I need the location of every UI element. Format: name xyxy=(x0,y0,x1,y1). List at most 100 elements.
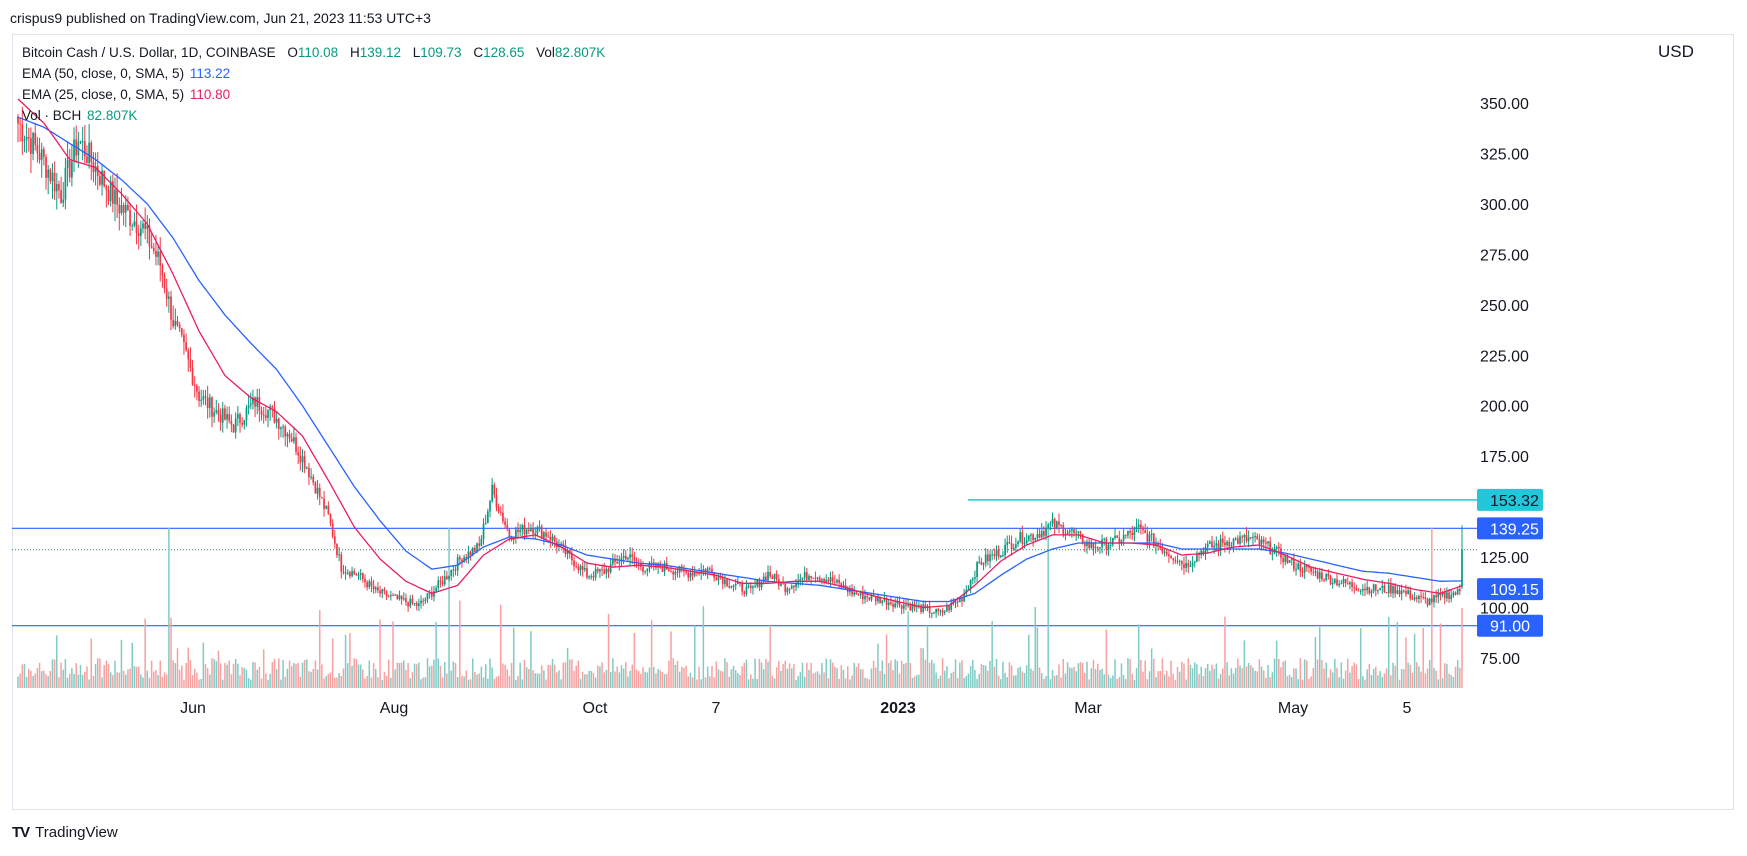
candle-body xyxy=(950,602,953,611)
candle xyxy=(769,565,772,579)
candle xyxy=(767,565,769,584)
candle xyxy=(1383,581,1386,594)
candle xyxy=(1346,577,1349,585)
volume-bar xyxy=(842,669,845,688)
candle xyxy=(422,597,425,607)
volume-bar xyxy=(243,667,246,688)
volume-bar xyxy=(407,662,409,688)
candle xyxy=(107,185,110,206)
volume-bar xyxy=(1187,658,1190,688)
candle xyxy=(1252,532,1254,546)
volume-bar xyxy=(566,647,569,688)
candle-body xyxy=(1096,547,1099,549)
volume-bar xyxy=(30,670,32,688)
volume-bar xyxy=(657,669,659,688)
volume-bar xyxy=(926,625,929,688)
volume-bar xyxy=(502,663,504,688)
volume-bar xyxy=(928,662,931,688)
volume-bar xyxy=(1454,666,1457,688)
legend-symbol-row[interactable]: Bitcoin Cash / U.S. Dollar, 1D, COINBASE… xyxy=(22,42,605,63)
candle-body xyxy=(260,410,263,415)
x-tick-label: Aug xyxy=(380,700,408,717)
candle-body xyxy=(409,598,412,607)
volume-bar xyxy=(961,660,963,688)
candle-body xyxy=(812,577,815,579)
candle-body xyxy=(948,606,950,611)
volume-bar xyxy=(730,669,733,688)
volume-bar xyxy=(267,679,269,688)
candle xyxy=(870,592,873,602)
volume-bar xyxy=(1390,675,1392,688)
candle xyxy=(1323,578,1325,583)
candle-body xyxy=(978,561,981,563)
candle xyxy=(370,576,373,593)
candle-body xyxy=(1370,591,1373,594)
candle-body xyxy=(652,562,655,565)
candle xyxy=(1170,554,1172,559)
candle-body xyxy=(310,476,312,478)
candle-body xyxy=(560,543,562,545)
candle-body xyxy=(1321,572,1323,580)
volume-bar xyxy=(586,674,588,688)
candle xyxy=(418,598,420,612)
y-tick-label: 250.00 xyxy=(1480,298,1529,315)
volume-bar xyxy=(204,664,207,688)
candle xyxy=(1359,588,1362,595)
volume-bar xyxy=(786,668,789,688)
volume-bar xyxy=(849,679,851,688)
candle xyxy=(743,590,746,598)
volume-bar xyxy=(864,677,866,688)
candle-body xyxy=(1185,563,1187,569)
candle-body xyxy=(1271,553,1274,555)
candle-body xyxy=(1017,541,1019,545)
candle xyxy=(892,599,894,612)
candle-body xyxy=(62,199,65,203)
candle-body xyxy=(1456,588,1459,595)
volume-bar xyxy=(969,666,972,688)
candle-body xyxy=(747,585,750,587)
candle-body xyxy=(32,133,34,155)
volume-bar xyxy=(103,665,105,688)
volume-bar xyxy=(344,634,347,688)
candle xyxy=(1288,559,1291,563)
candle xyxy=(527,522,530,535)
candle-body xyxy=(958,597,961,603)
candle-body xyxy=(1258,539,1261,545)
candle xyxy=(1101,534,1103,554)
volume-bar xyxy=(1237,658,1239,688)
volume-bar xyxy=(984,665,987,688)
candle xyxy=(691,565,694,581)
candle-body xyxy=(1023,543,1026,545)
volume-bar xyxy=(1224,616,1226,688)
y-tick-label: 75.00 xyxy=(1480,651,1520,668)
candle xyxy=(139,220,142,247)
volume-bar xyxy=(390,677,392,688)
volume-bar xyxy=(135,666,138,688)
volume-bar xyxy=(112,675,114,688)
legend-volume-row[interactable]: Vol · BCH 82.807K xyxy=(22,105,605,126)
candle-body xyxy=(907,605,909,607)
volume-bar xyxy=(284,676,287,688)
candle-body xyxy=(437,580,440,589)
candle xyxy=(1355,584,1358,591)
volume-bar xyxy=(1424,673,1427,688)
volume-bar xyxy=(314,660,317,688)
legend-ema50-row[interactable]: EMA (50, close, 0, SMA, 5) 113.22 xyxy=(22,63,605,84)
candle-body xyxy=(573,560,575,567)
tradingview-brand[interactable]: TV TradingView xyxy=(12,824,118,841)
candle-body xyxy=(1202,550,1205,554)
volume-bar xyxy=(620,665,623,688)
candle xyxy=(346,569,349,576)
volume-bar xyxy=(530,631,532,688)
candle-body xyxy=(581,566,584,570)
candle xyxy=(1099,547,1101,555)
volume-bar xyxy=(1260,666,1263,688)
candle xyxy=(1325,572,1328,582)
legend-ema25-row[interactable]: EMA (25, close, 0, SMA, 5) 110.80 xyxy=(22,84,605,105)
candle xyxy=(1411,594,1414,600)
candle-body xyxy=(1099,547,1101,549)
volume-bar xyxy=(769,625,771,688)
volume-bar xyxy=(1306,660,1308,688)
volume-bar xyxy=(116,672,118,688)
